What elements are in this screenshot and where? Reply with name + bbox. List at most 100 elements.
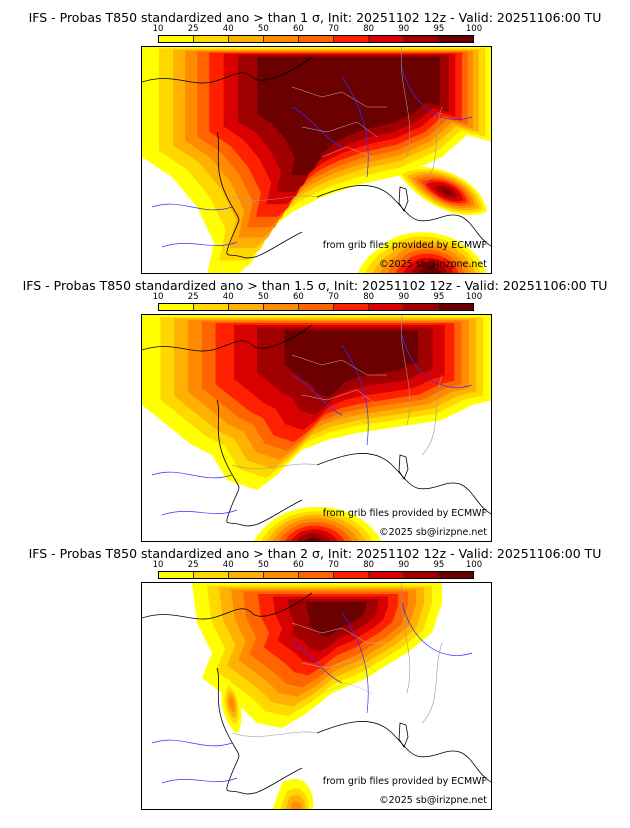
colorbar-tick-label: 80: [363, 292, 375, 302]
copyright-text: ©2025 sb@irizpne.net: [379, 795, 487, 806]
colorbar-tick-label: 95: [433, 292, 445, 302]
colorbar-tick-label: 40: [222, 292, 234, 302]
colorbar-tick-label: 25: [187, 560, 199, 570]
copyright-text: ©2025 sb@irizpne.net: [379, 527, 487, 538]
coastline: [142, 56, 313, 84]
coastline: [216, 667, 303, 795]
colorbar-segment: [229, 572, 264, 578]
colorbar-segment: [369, 304, 404, 310]
border: [231, 583, 443, 737]
colorbar-tick-label: 25: [187, 292, 199, 302]
colorbar: [158, 35, 474, 43]
panel-title: IFS - Probas T850 standardized ano > tha…: [28, 546, 602, 561]
colorbar-segment: [264, 36, 299, 42]
probability-map: from grib files provided by ECMWF ©2025 s…: [141, 582, 492, 810]
colorbar-tick-label: 50: [257, 24, 269, 34]
panel-1-sigma: IFS - Probas T850 standardized ano > tha…: [0, 10, 630, 278]
colorbar-segment: [299, 36, 334, 42]
colorbar-segment: [159, 36, 194, 42]
colorbar-segment: [439, 572, 473, 578]
colorbar-segment: [334, 36, 369, 42]
probability-contour: [442, 189, 451, 195]
coastline: [316, 453, 491, 515]
colorbar-segment: [229, 36, 264, 42]
colorbar-segment: [299, 304, 334, 310]
colorbar-tick-label: 100: [465, 24, 483, 34]
colorbar-segment: [439, 304, 473, 310]
probability-map: from grib files provided by ECMWF ©2025 s…: [141, 46, 492, 274]
coastline: [316, 185, 491, 247]
colorbar-tick-label: 10: [152, 560, 164, 570]
credit-text: from grib files provided by ECMWF: [322, 776, 487, 787]
colorbar-tick-label: 90: [398, 292, 410, 302]
probability-map: from grib files provided by ECMWF ©2025 s…: [141, 314, 492, 542]
colorbar-tick-label: 70: [328, 560, 339, 570]
colorbar-tick-label: 90: [398, 560, 410, 570]
credit-text: from grib files provided by ECMWF: [322, 508, 487, 519]
colorbar-tick-label: 80: [363, 560, 375, 570]
panel-2-sigma: IFS - Probas T850 standardized ano > tha…: [0, 546, 630, 814]
colorbar-tick-label: 100: [465, 292, 483, 302]
map-canvas: [142, 583, 491, 809]
colorbar-segment: [439, 36, 473, 42]
colorbar: [158, 303, 474, 311]
colorbar-ticks: 10 25 40 50 60 70 80 90 95 100: [153, 560, 483, 571]
probability-contour: [296, 532, 331, 541]
colorbar-segment: [299, 572, 334, 578]
copyright-text: ©2025 sb@irizpne.net: [379, 259, 487, 270]
probability-contour: [418, 266, 443, 273]
colorbar-segment: [264, 304, 299, 310]
colorbar-tick-label: 60: [293, 24, 304, 34]
colorbar-segment: [404, 304, 439, 310]
colorbar-segment: [159, 304, 194, 310]
colorbar-segment: [194, 572, 229, 578]
colorbar: [158, 571, 474, 579]
probability-contour: [284, 330, 418, 397]
colorbar-tick-label: 60: [293, 560, 304, 570]
colorbar-segment: [194, 36, 229, 42]
river: [291, 334, 473, 446]
colorbar-tick-label: 50: [257, 560, 269, 570]
colorbar-segment: [369, 572, 404, 578]
colorbar-segment: [404, 572, 439, 578]
river: [151, 471, 238, 516]
colorbar-tick-label: 10: [152, 24, 164, 34]
credit-text: from grib files provided by ECMWF: [322, 240, 487, 251]
river: [151, 739, 238, 784]
colorbar-segment: [334, 304, 369, 310]
colorbar-ticks: 10 25 40 50 60 70 80 90 95 100: [153, 24, 483, 35]
colorbar-tick-label: 95: [433, 560, 445, 570]
colorbar-segment: [264, 572, 299, 578]
colorbar-segment: [194, 304, 229, 310]
colorbar-segment: [229, 304, 264, 310]
corsica-coastline: [398, 454, 409, 480]
colorbar-segment: [404, 36, 439, 42]
river: [151, 203, 238, 248]
coastline: [216, 399, 303, 527]
admin-border: [291, 354, 387, 426]
probability-contour: [228, 695, 235, 712]
colorbar-tick-label: 50: [257, 292, 269, 302]
panel-title: IFS - Probas T850 standardized ano > tha…: [28, 10, 602, 25]
colorbar-segment: [334, 572, 369, 578]
colorbar-tick-label: 25: [187, 24, 199, 34]
admin-border: [291, 86, 387, 158]
colorbar-ticks: 10 25 40 50 60 70 80 90 95 100: [153, 292, 483, 303]
colorbar-tick-label: 10: [152, 292, 164, 302]
colorbar-segment: [369, 36, 404, 42]
panel-title: IFS - Probas T850 standardized ano > tha…: [22, 278, 608, 293]
colorbar-tick-label: 95: [433, 24, 445, 34]
coastline: [216, 131, 303, 259]
panel-1-5-sigma: IFS - Probas T850 standardized ano > tha…: [0, 278, 630, 546]
coastline: [142, 592, 313, 620]
river: [291, 66, 473, 178]
map-canvas: [142, 315, 491, 541]
colorbar-tick-label: 40: [222, 560, 234, 570]
colorbar-segment: [159, 572, 194, 578]
river: [291, 602, 473, 714]
colorbar-tick-label: 40: [222, 24, 234, 34]
colorbar-tick-label: 100: [465, 560, 483, 570]
colorbar-tick-label: 70: [328, 292, 339, 302]
corsica-coastline: [398, 722, 409, 748]
colorbar-tick-label: 80: [363, 24, 375, 34]
